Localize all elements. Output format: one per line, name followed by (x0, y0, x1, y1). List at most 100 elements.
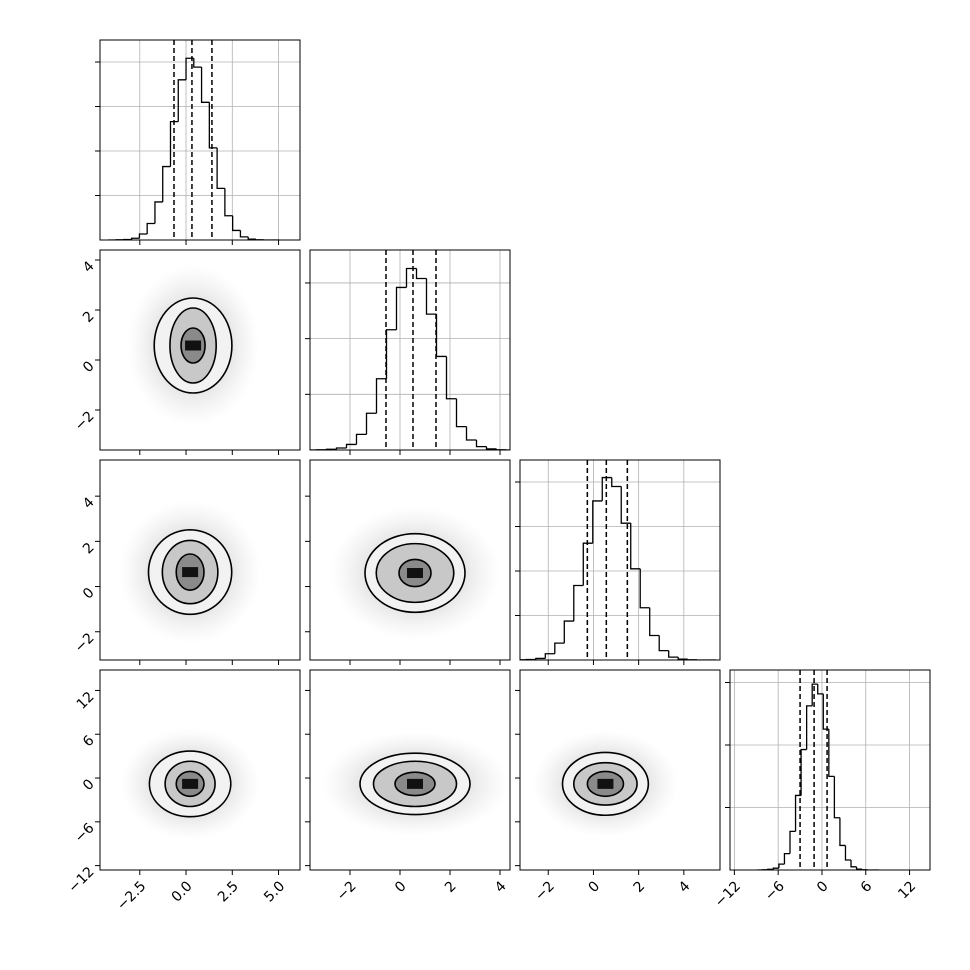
histogram-step (630, 523, 641, 570)
contour-line (398, 558, 432, 588)
histogram-step (850, 860, 857, 868)
contour-line (169, 307, 217, 384)
panel-content (330, 506, 500, 640)
histogram-panel: −12 −6 0 6 12 (712, 669, 931, 911)
histogram-step (375, 378, 387, 414)
contour-line (175, 770, 205, 798)
y-tick-label: 6 (80, 733, 98, 751)
contour-panel: −2 0 2 4 (305, 669, 511, 904)
contour-line (375, 542, 455, 604)
y-tick-label: 0 (80, 358, 98, 376)
histogram-step (355, 433, 367, 445)
histogram-step (445, 356, 457, 400)
y-tick-label: −6 (72, 820, 98, 846)
contour-panel: −2 0 2 4 (72, 459, 301, 665)
density-peak (182, 567, 199, 578)
histogram-step (130, 237, 140, 240)
histogram-step (677, 657, 688, 660)
histogram-step (232, 215, 241, 232)
histogram-step (435, 314, 447, 358)
histogram-step (805, 705, 813, 750)
panel-content (127, 264, 260, 427)
histogram-step (563, 620, 574, 644)
y-tick-label: −2 (72, 630, 98, 656)
x-tick-label: −2.5 (114, 878, 149, 913)
histogram-step (535, 657, 546, 660)
histogram-step (822, 693, 829, 730)
x-tick-label: −2 (532, 878, 558, 904)
y-tick-label: −2 (72, 408, 98, 434)
contour-panel: −2.5 0.0 2.5 5.0 −12 −6 0 6 12 (65, 669, 301, 914)
contour-panel: −2 0 2 4 (515, 669, 721, 904)
histogram-step (216, 147, 225, 190)
contour-panel: −2 0 2 4 (72, 249, 301, 455)
histogram-panel (515, 459, 721, 665)
histogram-step (465, 426, 477, 441)
y-tick-label: 0 (80, 776, 98, 794)
histogram-step (592, 500, 603, 544)
histogram-step (224, 188, 233, 217)
x-tick-label: −2 (334, 878, 360, 904)
panel-frame (309, 669, 511, 871)
contour-line (394, 771, 436, 797)
histogram-step (177, 79, 187, 122)
histogram-step (649, 607, 660, 637)
x-tick-label: 0 (814, 878, 832, 896)
x-tick-label: 2 (442, 878, 460, 896)
y-tick-label: −12 (65, 864, 97, 896)
contour-line (148, 750, 232, 818)
histogram-step (817, 684, 824, 695)
histogram-step (425, 278, 437, 315)
x-tick-label: 6 (858, 878, 876, 896)
histogram-step (146, 222, 155, 234)
panel-content (730, 670, 930, 870)
histogram-step (138, 233, 148, 239)
y-tick-label: 4 (80, 258, 98, 276)
contour-panel (305, 459, 511, 665)
histogram-step (345, 443, 357, 448)
histogram-step (193, 58, 202, 68)
contour-line (147, 529, 233, 616)
x-tick-label: 12 (895, 878, 919, 902)
histogram-step (247, 236, 256, 240)
y-tick-label: 2 (80, 540, 98, 558)
y-tick-label: 2 (80, 308, 98, 326)
x-tick-label: 2.5 (215, 878, 242, 905)
panel-content (321, 731, 509, 836)
panel-frame (729, 669, 931, 871)
histogram-step (778, 863, 785, 869)
contour-line (561, 751, 650, 817)
x-tick-label: −12 (712, 878, 744, 910)
x-tick-label: 2 (631, 878, 649, 896)
histogram-step (208, 102, 218, 149)
histogram-step (639, 568, 650, 609)
histogram-step (395, 286, 407, 330)
histogram-step (385, 329, 397, 379)
histogram-step (573, 584, 584, 622)
contour-line (164, 760, 216, 808)
histogram-step (844, 845, 852, 861)
histogram-step (200, 67, 210, 103)
histogram-step (828, 729, 835, 778)
histogram-step (800, 748, 807, 796)
panel-frame (309, 459, 511, 661)
x-tick-label: 0.0 (169, 878, 196, 905)
density-peak (182, 778, 199, 789)
histogram-step (239, 230, 249, 238)
histogram-step (833, 776, 840, 819)
contour-line (161, 539, 219, 605)
histogram-step (794, 794, 802, 832)
contour-line (364, 532, 466, 614)
histogram-step (789, 830, 796, 854)
panel-content (120, 728, 260, 840)
y-tick-label: 0 (80, 585, 98, 603)
histogram-step (620, 486, 631, 524)
panel-content (310, 250, 510, 450)
panel-frame (99, 459, 301, 661)
panel-content (520, 460, 720, 660)
histogram-step (839, 817, 846, 847)
histogram-step (162, 165, 171, 202)
x-tick-label: −6 (762, 878, 788, 904)
y-tick-label: 12 (74, 689, 98, 713)
